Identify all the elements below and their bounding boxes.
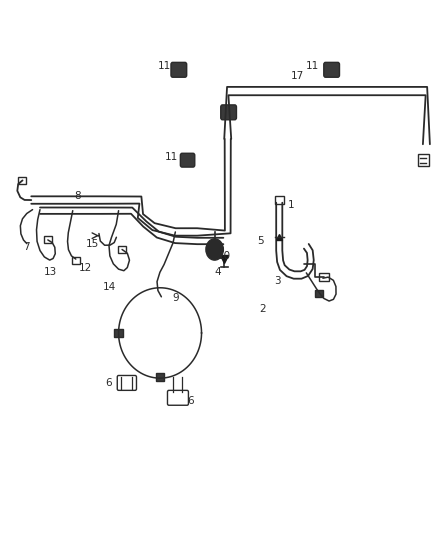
Text: 7: 7 (24, 242, 30, 252)
Text: 5: 5 (257, 236, 264, 246)
Bar (418, 155, 429, 166)
Text: 14: 14 (102, 282, 116, 292)
Bar (44, 237, 52, 244)
FancyBboxPatch shape (117, 375, 137, 390)
Text: 11: 11 (306, 61, 319, 70)
FancyBboxPatch shape (324, 62, 339, 77)
Text: 11: 11 (165, 152, 178, 162)
Text: 15: 15 (86, 239, 99, 249)
Text: 2: 2 (259, 304, 266, 314)
Text: 1: 1 (288, 200, 294, 211)
Text: 3: 3 (275, 277, 281, 286)
FancyBboxPatch shape (167, 390, 188, 405)
Text: 12: 12 (78, 263, 92, 272)
Bar (18, 177, 25, 184)
FancyBboxPatch shape (180, 154, 195, 167)
Text: 11: 11 (158, 61, 171, 70)
Text: 6: 6 (187, 396, 194, 406)
Text: 8: 8 (74, 191, 81, 201)
Text: 4: 4 (214, 267, 221, 277)
Bar (118, 246, 126, 253)
Text: 9: 9 (172, 293, 179, 303)
Text: 13: 13 (43, 267, 57, 277)
Text: 10: 10 (218, 251, 231, 261)
Bar (114, 329, 123, 337)
Text: 17: 17 (291, 71, 304, 81)
Bar (315, 289, 323, 296)
Bar (72, 257, 80, 264)
Bar (319, 273, 328, 281)
Text: 6: 6 (105, 378, 112, 389)
Bar (155, 373, 164, 381)
Bar (275, 196, 284, 204)
FancyBboxPatch shape (171, 62, 187, 77)
FancyBboxPatch shape (221, 105, 237, 120)
Circle shape (206, 239, 223, 260)
